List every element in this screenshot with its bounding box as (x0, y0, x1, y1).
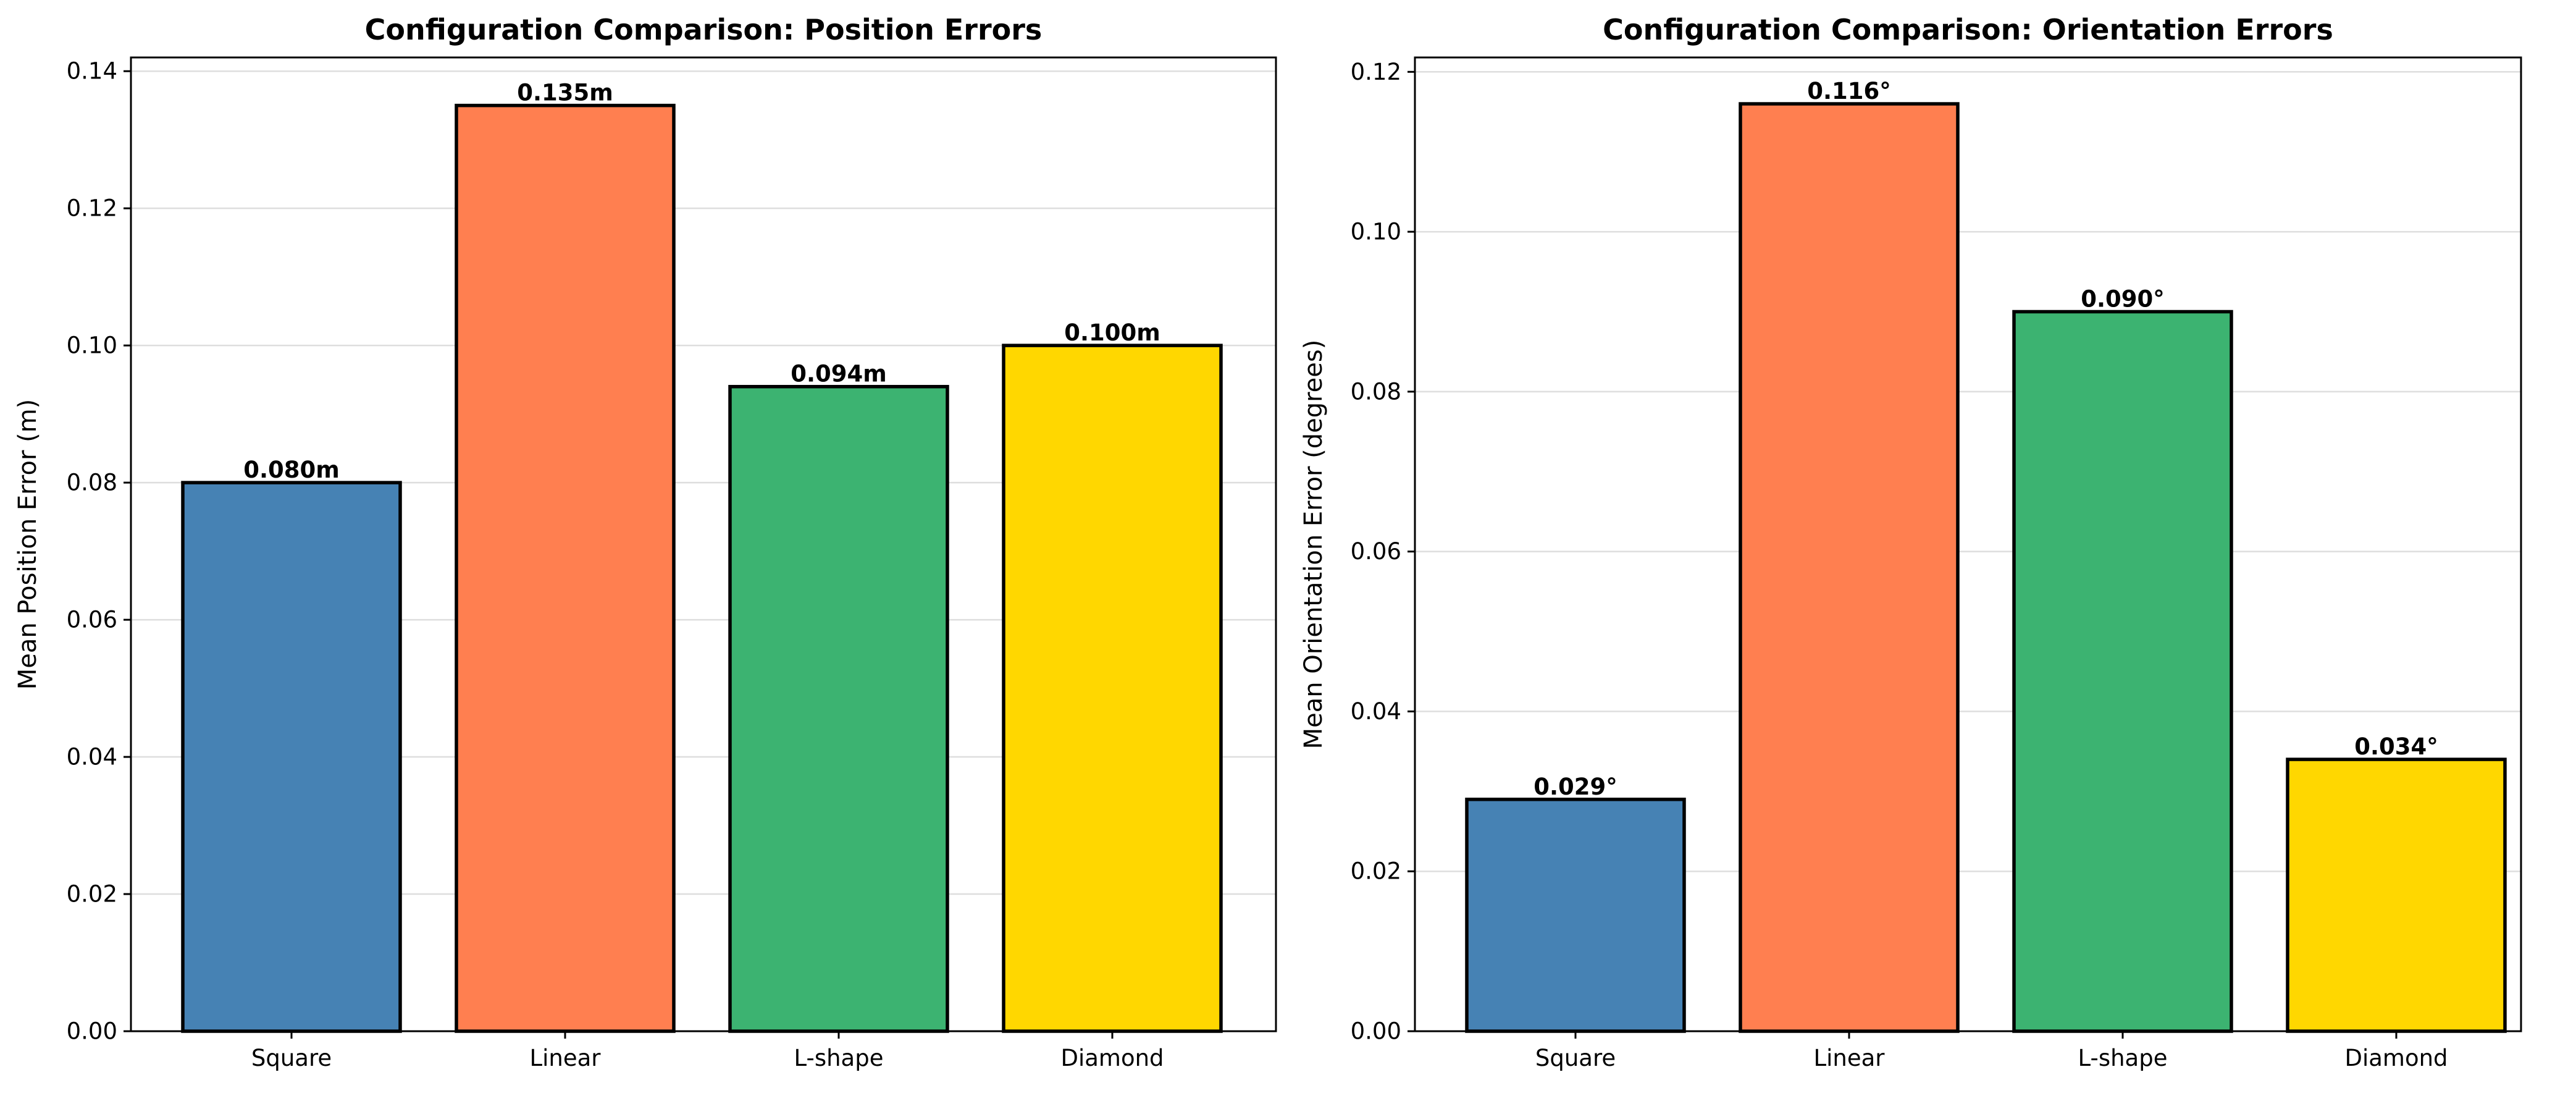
x-tick-label: Linear (1814, 1045, 1886, 1071)
y-tick-label: 0.12 (1351, 59, 1401, 85)
bar-diamond[interactable] (1002, 344, 1223, 1033)
y-tick-label: 0.04 (1351, 698, 1401, 725)
data-label: 0.116° (1807, 78, 1891, 104)
x-tick-label: Square (251, 1045, 332, 1071)
data-label: 0.100m (1064, 319, 1160, 346)
y-axis-label: Mean Position Error (m) (14, 399, 42, 690)
x-tick-label: L-shape (2078, 1045, 2168, 1071)
y-tick-label: 0.12 (67, 195, 117, 222)
y-tick-label: 0.00 (67, 1018, 117, 1045)
chart-panel-2: 0.00 0.02 0.04 0.06 0.08 0.10 0.12 Square Linear… (1299, 13, 2522, 1071)
x-tick-label: Diamond (1060, 1045, 1164, 1071)
y-tick-label: 0.08 (1351, 378, 1401, 405)
chart-title: Configuration Comparison: Orientation Er… (1603, 13, 2333, 46)
y-tick-label: 0.08 (67, 470, 117, 496)
y-tick-label: 0.10 (67, 332, 117, 359)
bar-diamond[interactable] (2286, 758, 2507, 1033)
y-tick-label: 0.14 (67, 58, 117, 85)
chart-panel-1: 0.00 0.02 0.04 0.06 0.08 0.10 0.12 0.14 Square Li… (14, 13, 1277, 1071)
y-axis-label: Mean Orientation Error (degrees) (1299, 340, 1328, 749)
y-tick-label: 0.06 (1351, 538, 1401, 565)
y-tick-label: 0.02 (67, 881, 117, 908)
data-label: 0.094m (791, 361, 887, 387)
data-label: 0.029° (1533, 774, 1617, 800)
data-label: 0.090° (2081, 285, 2165, 312)
chart-title: Configuration Comparison: Position Error… (365, 13, 1043, 46)
y-tick-label: 0.10 (1351, 219, 1401, 245)
bar-square[interactable] (1465, 798, 1686, 1033)
bar-l-shape[interactable] (2012, 310, 2233, 1033)
bar-l-shape[interactable] (728, 384, 949, 1033)
y-tick-label: 0.02 (1351, 858, 1401, 885)
axes-frame (1414, 56, 2522, 1032)
x-tick-label: Diamond (2344, 1045, 2448, 1071)
bar-linear[interactable] (455, 103, 676, 1033)
x-tick-label: Square (1535, 1045, 1616, 1071)
data-label: 0.034° (2354, 733, 2438, 760)
y-tick-label: 0.06 (67, 607, 117, 633)
bar-square[interactable] (181, 481, 402, 1033)
x-tick-label: Linear (530, 1045, 602, 1071)
axes-frame (130, 56, 1277, 1032)
data-label: 0.080m (243, 457, 340, 483)
x-tick-label: L-shape (794, 1045, 884, 1071)
y-tick-label: 0.04 (67, 744, 117, 770)
y-tick-label: 0.00 (1351, 1018, 1401, 1045)
data-label: 0.135m (517, 80, 613, 106)
bar-linear[interactable] (1739, 102, 1960, 1033)
